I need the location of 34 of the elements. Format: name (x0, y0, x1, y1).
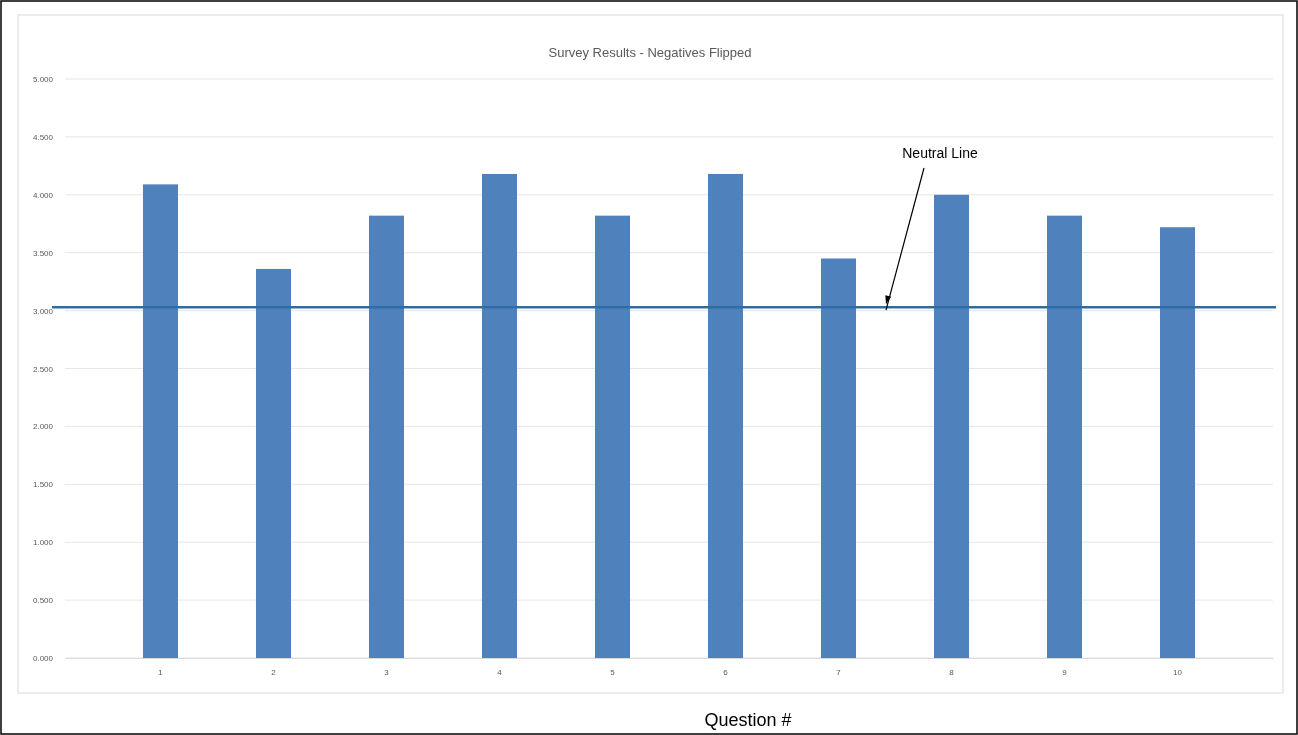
y-tick-label: 5.000 (32, 75, 54, 85)
y-tick-label: 0.500 (32, 596, 54, 606)
y-tick-label: 2.000 (32, 422, 54, 432)
bar (1046, 215, 1083, 658)
ref-line-label: Neutral Line (902, 145, 978, 161)
x-tick-label: 5 (610, 667, 616, 677)
y-tick-label: 3.500 (32, 248, 54, 258)
y-tick-label: 1.500 (32, 480, 54, 490)
y-tick-label: 4.000 (32, 190, 54, 200)
y-tick-label: 3.000 (32, 306, 54, 316)
y-tick-label: 4.500 (32, 132, 54, 142)
x-tick-label: 4 (497, 667, 503, 677)
y-tick-label: 1.000 (32, 538, 54, 548)
y-tick-label: 0.000 (32, 654, 54, 664)
x-axis-title: Question # (704, 710, 792, 730)
bar (255, 268, 292, 658)
x-tick-label: 10 (1173, 667, 1183, 677)
x-tick-label: 2 (271, 667, 277, 677)
bar (707, 173, 744, 658)
bar (481, 173, 518, 658)
bar (594, 215, 631, 658)
x-tick-label: 7 (836, 667, 842, 677)
bar (1160, 227, 1196, 658)
bar (820, 258, 857, 658)
chart-title: Survey Results - Negatives Flipped (548, 45, 752, 60)
bar (933, 194, 970, 658)
x-tick-label: 3 (384, 667, 390, 677)
x-tick-label: 8 (949, 667, 955, 677)
bar (142, 184, 178, 658)
y-tick-label: 2.500 (32, 364, 54, 374)
x-tick-label: 6 (723, 667, 729, 677)
bar (368, 215, 405, 658)
x-tick-label: 1 (158, 667, 164, 677)
x-tick-label: 9 (1062, 667, 1068, 677)
